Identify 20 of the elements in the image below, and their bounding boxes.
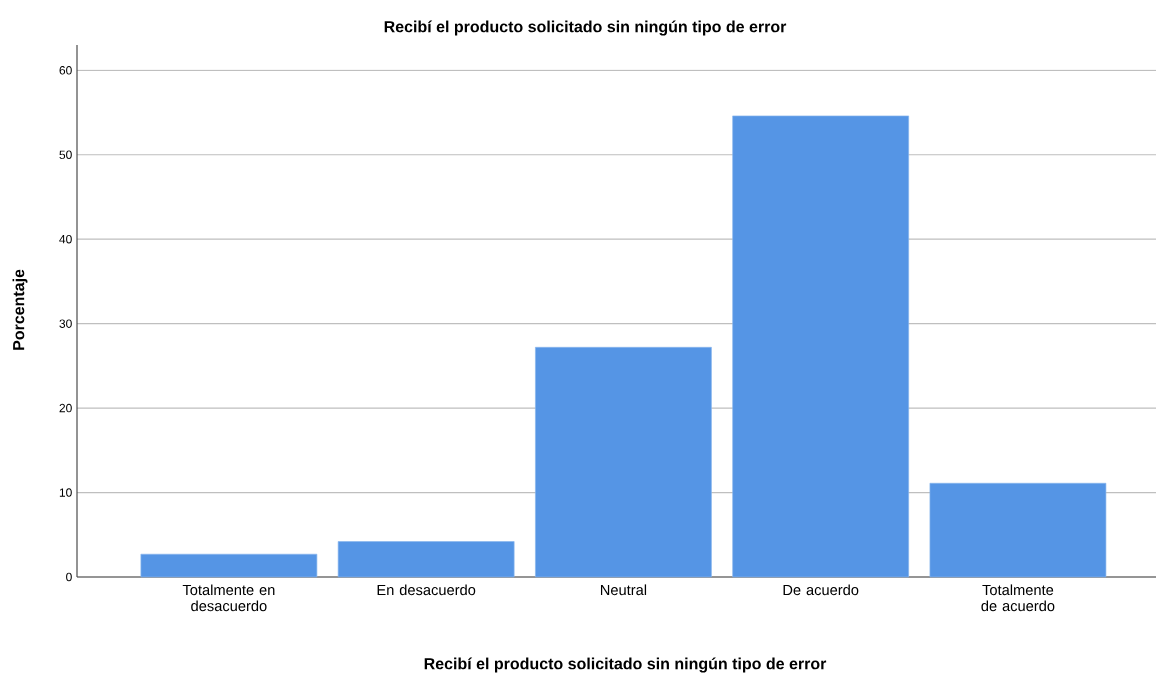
x-tick-label: Totalmente de acuerdo (981, 584, 1055, 612)
x-tick-label: Neutral (600, 584, 647, 596)
y-tick-label: 20 (59, 403, 72, 413)
chart-title: Recibí el producto solicitado sin ningún tipo de error (384, 20, 787, 36)
y-tick-label: 60 (59, 66, 72, 75)
x-tick-label: De acuerdo (783, 584, 859, 596)
y-tick-label: 50 (59, 150, 72, 160)
bar (535, 346, 712, 578)
bar (732, 115, 910, 578)
x-tick-label: En desacuerdo (377, 584, 476, 596)
bar (929, 482, 1107, 578)
y-tick-label: 10 (59, 488, 72, 497)
y-tick-label: 40 (59, 234, 72, 244)
y-tick-label: 30 (59, 319, 72, 328)
x-tick-label: Totalmente en desacuerdo (182, 584, 275, 612)
bar (337, 541, 515, 578)
bar (140, 553, 318, 578)
y-tick-label: 0 (66, 572, 72, 582)
x-axis-title: Recibí el producto solicitado sin ningún tipo de error (424, 657, 827, 673)
y-axis-title: Porcentaje (12, 269, 28, 350)
